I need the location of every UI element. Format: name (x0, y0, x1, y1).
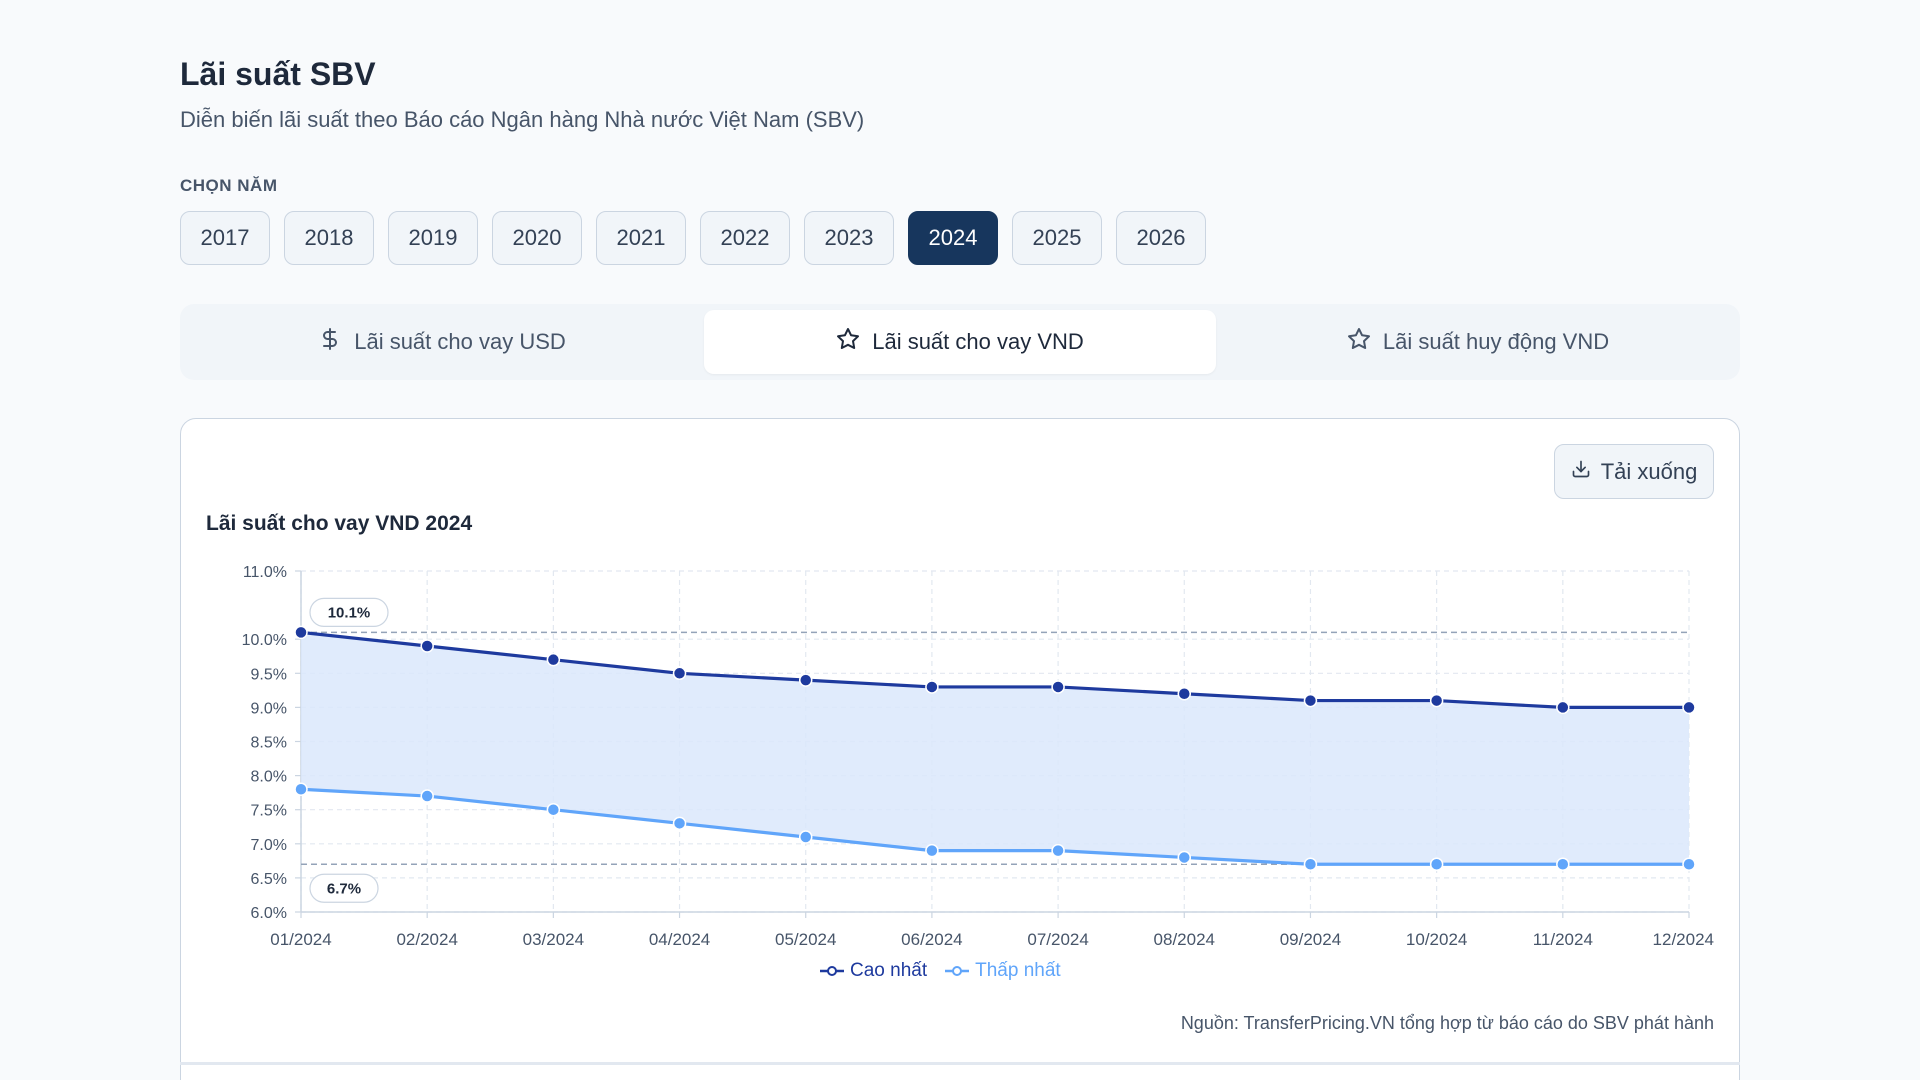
data-point-low (546, 802, 561, 817)
year-selector-label: CHỌN NĂM (180, 176, 278, 195)
data-point-low (1303, 857, 1318, 872)
tab-vnd-deposit[interactable]: Lãi suất huy động VND (1222, 310, 1734, 374)
y-tick-label: 9.0% (251, 700, 287, 717)
data-point-low (798, 830, 813, 844)
tab-label: Lãi suất cho vay VND (872, 329, 1084, 354)
annotation-badge (309, 597, 389, 627)
y-tick-label: 8.5% (251, 735, 287, 752)
x-tick-label: 11/2024 (1533, 930, 1593, 949)
star-icon (1347, 327, 1371, 357)
range-area (301, 632, 1689, 865)
x-tick-label: 07/2024 (1027, 930, 1088, 949)
data-point-high (1429, 693, 1444, 708)
x-tick-label: 01/2024 (270, 930, 331, 949)
x-tick-label: 12/2024 (1653, 930, 1714, 949)
legend-label-high: Cao nhất (850, 960, 928, 981)
x-tick-label: 10/2024 (1406, 930, 1467, 949)
page-title: Lãi suất SBV (180, 56, 376, 92)
year-button-2024[interactable]: 2024 (908, 211, 998, 265)
data-point-high (798, 673, 813, 687)
data-point-high (925, 680, 939, 694)
year-button-2025[interactable]: 2025 (1012, 211, 1102, 265)
chart-title: Lãi suất cho vay VND 2024 (206, 512, 473, 535)
y-tick-label: 6.0% (251, 905, 287, 922)
data-point-high (546, 652, 561, 667)
data-point-low (672, 816, 687, 831)
y-tick-label: 10.0% (242, 632, 287, 649)
data-point-high (1303, 693, 1318, 708)
data-point-low (294, 782, 308, 796)
year-button-2018[interactable]: 2018 (284, 211, 374, 265)
data-point-low (1177, 850, 1192, 865)
data-point-low (1429, 857, 1444, 872)
card-divider (180, 1062, 1740, 1065)
data-point-low (420, 789, 434, 803)
legend-marker-low (945, 966, 970, 976)
download-button[interactable]: Tải xuống (1554, 444, 1714, 499)
x-tick-label: 06/2024 (901, 930, 962, 949)
legend-label-low: Thấp nhất (975, 960, 1061, 981)
series-line-high (300, 630, 1689, 709)
y-tick-label: 7.5% (251, 803, 287, 820)
legend-marker-high (820, 966, 844, 976)
data-point-low (1682, 857, 1696, 872)
x-tick-label: 09/2024 (1280, 930, 1341, 949)
y-tick-label: 11.0% (243, 564, 287, 581)
tab-vnd-lending[interactable]: Lãi suất cho vay VND (704, 310, 1216, 374)
data-point-low (1051, 843, 1065, 858)
annotation-label: 10.1% (328, 604, 371, 621)
rate-tabs: Lãi suất cho vay USD Lãi suất cho vay VN… (180, 304, 1740, 380)
data-point-high (294, 625, 308, 640)
data-point-high (1682, 700, 1696, 715)
data-point-high (1051, 680, 1065, 694)
year-button-2023[interactable]: 2023 (804, 211, 894, 265)
legend-item-high[interactable]: Cao nhất (820, 960, 927, 982)
download-label: Tải xuống (1600, 458, 1698, 484)
data-point-high (672, 666, 687, 681)
year-button-2026[interactable]: 2026 (1116, 211, 1206, 265)
data-point-low (1556, 857, 1570, 872)
annotation-label: 6.7% (327, 880, 361, 897)
tab-label: Lãi suất huy động VND (1382, 329, 1610, 354)
x-tick-label: 02/2024 (396, 930, 457, 949)
y-tick-label: 6.5% (251, 871, 287, 888)
year-button-2020[interactable]: 2020 (492, 211, 582, 265)
y-tick-label: 9.5% (251, 666, 287, 683)
y-tick-label: 7.0% (251, 837, 287, 854)
tab-usd-lending[interactable]: Lãi suất cho vay USD (186, 310, 698, 374)
legend-item-low[interactable]: Thấp nhất (945, 960, 1061, 982)
x-tick-label: 03/2024 (523, 930, 584, 949)
year-selector: 2017 2018 2019 2020 2021 2022 2023 2024 … (180, 211, 1206, 265)
year-button-2019[interactable]: 2019 (388, 211, 478, 265)
x-tick-label: 08/2024 (1154, 930, 1215, 949)
chart-legend: Cao nhất Thấp nhất (820, 960, 1061, 982)
year-button-2022[interactable]: 2022 (700, 211, 790, 265)
year-button-2017[interactable]: 2017 (180, 211, 270, 265)
download-icon (1571, 459, 1591, 485)
source-note: Nguồn: TransferPricing.VN tổng hợp từ bá… (1180, 1013, 1714, 1033)
x-tick-label: 05/2024 (775, 930, 836, 949)
data-point-high (1177, 687, 1192, 701)
data-point-high (420, 639, 434, 653)
data-point-high (1556, 700, 1570, 715)
year-button-2021[interactable]: 2021 (596, 211, 686, 265)
dollar-icon (318, 327, 342, 357)
y-tick-label: 8.0% (251, 769, 287, 786)
series-line-low (300, 787, 1689, 866)
tab-label: Lãi suất cho vay USD (354, 329, 566, 354)
page-subtitle: Diễn biến lãi suất theo Báo cáo Ngân hàn… (180, 107, 865, 132)
star-icon (836, 327, 860, 357)
annotation-badge (309, 873, 379, 903)
data-point-low (925, 843, 939, 858)
x-tick-label: 04/2024 (649, 930, 710, 949)
